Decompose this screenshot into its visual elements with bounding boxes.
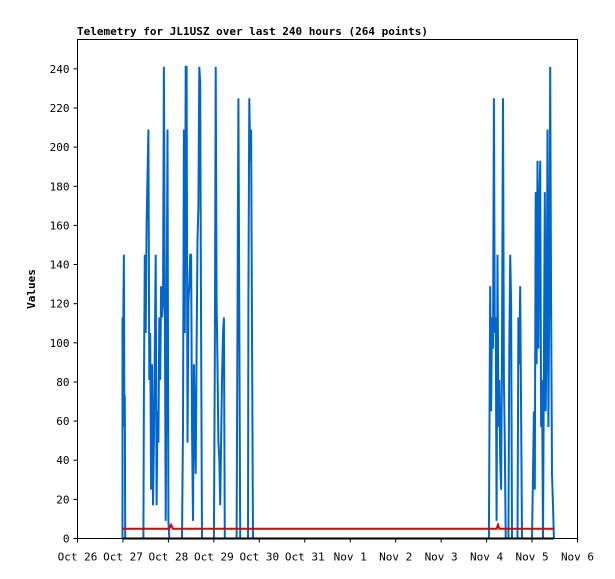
y-tick-label: 80	[56, 376, 69, 389]
x-axis-ticks: Oct 26 Oct 27 Oct 28 Oct 29 Oct 30 Oct 31 Nov …	[58, 538, 594, 564]
y-axis-label: Values	[25, 269, 38, 309]
x-tick-label: Nov 3	[425, 551, 458, 564]
y-tick-label: 60	[56, 415, 69, 428]
chart-title: Telemetry for JL1USZ over last 240 hours…	[77, 25, 428, 38]
x-tick-label: Nov 4	[470, 551, 503, 564]
y-tick-label: 160	[50, 219, 70, 232]
y-tick-label: 240	[50, 63, 70, 76]
y-tick-label: 180	[50, 180, 70, 193]
x-tick-label: Oct 30	[239, 551, 279, 564]
y-tick-label: 0	[63, 533, 70, 546]
series-line-1	[121, 65, 555, 540]
x-tick-label: Oct 29	[194, 551, 234, 564]
y-axis-ticks: 0 20 40 60 80 100 120 140 160 180 200 220 240	[50, 63, 78, 546]
series-line-2	[122, 521, 554, 530]
x-tick-label: Nov 2	[379, 551, 412, 564]
y-tick-label: 20	[56, 493, 69, 506]
x-tick-label: Oct 28	[149, 551, 189, 564]
x-tick-label: Nov 6	[561, 551, 594, 564]
y-tick-label: 100	[50, 337, 70, 350]
x-tick-label: Oct 26	[58, 551, 98, 564]
y-tick-label: 40	[56, 454, 69, 467]
x-tick-label: Nov 1	[334, 551, 367, 564]
y-tick-label: 120	[50, 298, 70, 311]
x-tick-label: Oct 31	[285, 551, 325, 564]
y-tick-label: 220	[50, 102, 70, 115]
x-tick-label: Nov 5	[515, 551, 548, 564]
x-tick-label: Oct 27	[103, 551, 143, 564]
y-tick-label: 140	[50, 259, 70, 272]
series-layer	[121, 65, 555, 540]
y-tick-label: 200	[50, 141, 70, 154]
